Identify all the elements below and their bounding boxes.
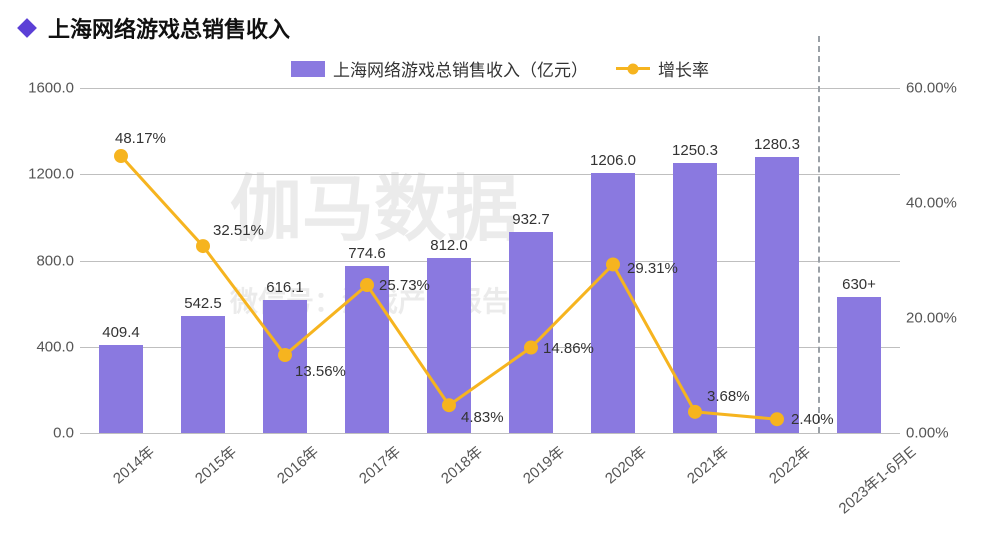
- bar: [427, 258, 471, 433]
- plot-area: 0.0400.0800.01200.01600.00.00%20.00%40.0…: [80, 88, 900, 433]
- x-axis-label: 2023年1-6月E: [834, 441, 920, 518]
- x-axis-label: 2020年: [600, 441, 651, 488]
- y-left-tick: 1600.0: [10, 80, 80, 97]
- y-right-tick: 0.00%: [900, 425, 980, 442]
- bar-value-label: 774.6: [348, 245, 386, 262]
- chart-title: 上海网络游戏总销售收入: [48, 12, 290, 44]
- bar-value-label: 1250.3: [672, 142, 718, 159]
- x-axis-label: 2019年: [518, 441, 569, 488]
- legend-item-line: 增长率: [616, 56, 709, 81]
- bar: [181, 316, 225, 433]
- x-axis-label: 2014年: [108, 441, 159, 488]
- y-left-tick: 800.0: [10, 252, 80, 269]
- x-axis-label: 2021年: [682, 441, 733, 488]
- y-left-tick: 400.0: [10, 338, 80, 355]
- legend: 上海网络游戏总销售收入（亿元） 增长率: [0, 56, 1000, 81]
- line-value-label: 29.31%: [627, 260, 678, 277]
- bar-value-label: 409.4: [102, 324, 140, 341]
- grid-line: [80, 433, 900, 434]
- x-axis-label: 2016年: [272, 441, 323, 488]
- bar-value-label: 932.7: [512, 211, 550, 228]
- bar: [591, 173, 635, 433]
- legend-item-bar: 上海网络游戏总销售收入（亿元）: [291, 56, 588, 81]
- x-axis-label: 2022年: [764, 441, 815, 488]
- bar-value-label: 542.5: [184, 295, 222, 312]
- line-value-label: 14.86%: [543, 340, 594, 357]
- bar: [99, 345, 143, 433]
- line-value-label: 25.73%: [379, 277, 430, 294]
- title-bullet-icon: [17, 18, 37, 38]
- legend-label-line: 增长率: [658, 56, 709, 81]
- section-divider: [818, 36, 820, 433]
- bar: [509, 232, 553, 433]
- line-value-label: 32.51%: [213, 222, 264, 239]
- y-left-tick: 1200.0: [10, 166, 80, 183]
- legend-swatch-bar: [291, 61, 325, 77]
- bar-value-label: 1280.3: [754, 136, 800, 153]
- line-value-label: 4.83%: [461, 409, 504, 426]
- chart-area: 伽马数据 微信号：游戏产业报告 0.0400.0800.01200.01600.…: [80, 88, 900, 433]
- y-right-tick: 40.00%: [900, 195, 980, 212]
- x-axis-label: 2015年: [190, 441, 241, 488]
- legend-swatch-line: [616, 67, 650, 70]
- bar-value-label: 812.0: [430, 237, 468, 254]
- line-value-label: 2.40%: [791, 411, 834, 428]
- bar: [837, 297, 881, 433]
- legend-label-bar: 上海网络游戏总销售收入（亿元）: [333, 56, 588, 81]
- bar-value-label: 1206.0: [590, 152, 636, 169]
- bar-value-label: 630+: [842, 276, 876, 293]
- grid-line: [80, 88, 900, 89]
- y-left-tick: 0.0: [10, 425, 80, 442]
- line-value-label: 48.17%: [115, 130, 166, 147]
- x-axis-label: 2018年: [436, 441, 487, 488]
- line-value-label: 3.68%: [707, 388, 750, 405]
- x-axis-label: 2017年: [354, 441, 405, 488]
- bar-value-label: 616.1: [266, 279, 304, 296]
- line-value-label: 13.56%: [295, 363, 346, 380]
- y-right-tick: 20.00%: [900, 310, 980, 327]
- bar: [755, 157, 799, 433]
- y-right-tick: 60.00%: [900, 80, 980, 97]
